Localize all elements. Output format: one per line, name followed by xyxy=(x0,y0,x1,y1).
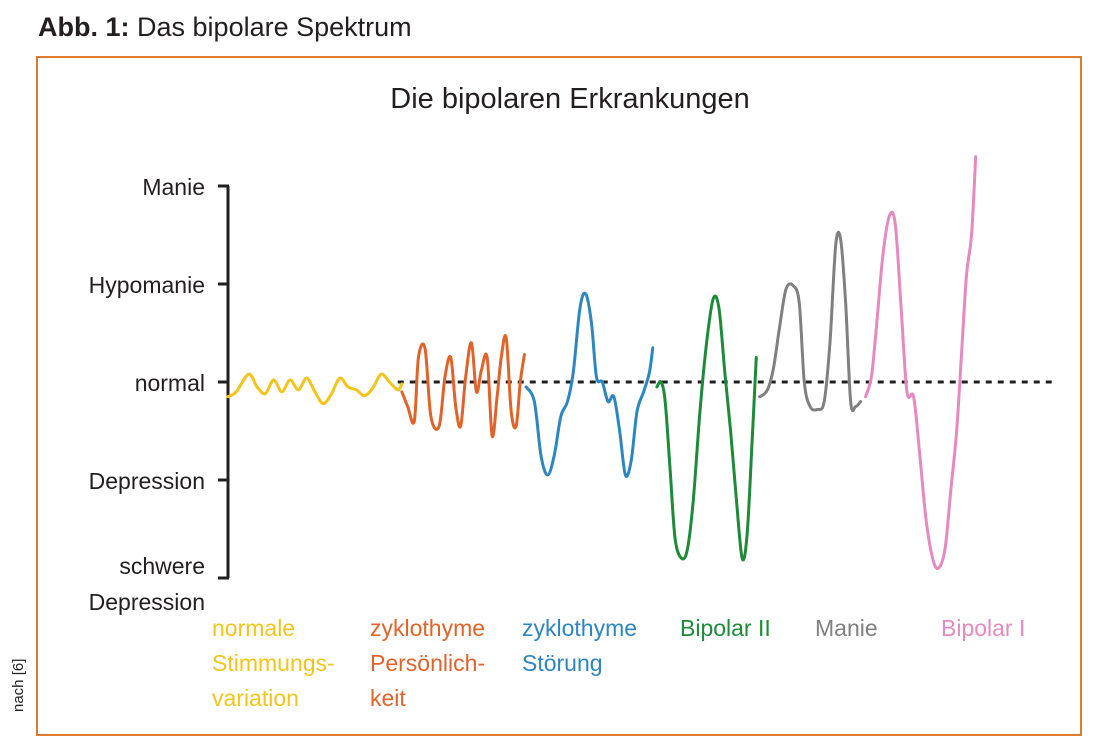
y-tick-label: Manie xyxy=(142,174,205,200)
y-tick-label: normal xyxy=(135,370,205,396)
figure-title-text: Das bipolare Spektrum xyxy=(137,12,412,42)
series-line-6 xyxy=(864,155,978,571)
legend-label-5: Manie xyxy=(815,615,878,641)
series-line-5 xyxy=(758,230,863,413)
chart-title: Die bipolaren Erkrankungen xyxy=(390,83,750,115)
series-line-3 xyxy=(524,291,655,478)
legend-label-1: normale Stimmungs-variation xyxy=(212,615,335,711)
y-tick-label: Depression xyxy=(89,468,205,494)
legend-label-4: Bipolar II xyxy=(680,615,771,641)
legend-label-2: zyklothyme Persönlich-keit xyxy=(370,615,485,711)
legend-label-3: zyklothyme Störung xyxy=(522,615,637,676)
figure-title: Abb. 1: Das bipolare Spektrum xyxy=(38,10,412,44)
y-tick-label: schwere Depression xyxy=(89,553,205,615)
chart-frame xyxy=(36,56,1082,736)
series-line-4 xyxy=(655,294,758,562)
figure-label: Abb. 1: xyxy=(38,12,130,42)
series-line-2 xyxy=(400,334,526,439)
legend-label-6: Bipolar I xyxy=(941,615,1025,641)
series-line-1 xyxy=(226,372,404,406)
y-tick-label: Hypomanie xyxy=(89,272,205,298)
source-note: nach [6] xyxy=(10,658,27,712)
